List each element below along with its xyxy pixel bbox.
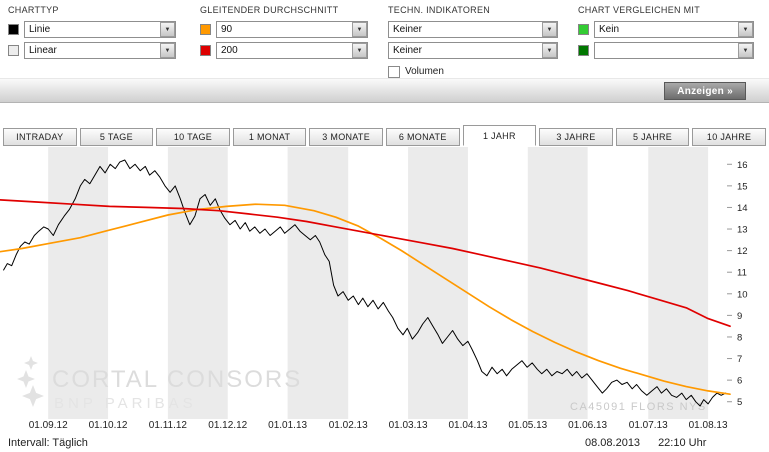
y-axis-label: 5 bbox=[737, 397, 742, 408]
price-chart: CORTAL CONSORS BNP PARIBAS CA45091 FLORS N… bbox=[0, 147, 769, 419]
x-axis-label: 01.01.13 bbox=[268, 420, 308, 431]
indicator-2-value: Keiner bbox=[393, 45, 422, 56]
tab-3-jahre[interactable]: 3 JAHRE bbox=[539, 128, 613, 146]
volumen-checkbox[interactable] bbox=[388, 65, 400, 78]
ma200-color-swatch bbox=[200, 45, 211, 56]
y-axis-label: 15 bbox=[737, 181, 748, 192]
period-tabs: INTRADAY 5 TAGE 10 TAGE 1 MONAT 3 MONATE 6 MO… bbox=[0, 125, 769, 146]
tab-intraday[interactable]: INTRADAY bbox=[3, 128, 77, 146]
price-line bbox=[3, 159, 727, 407]
y-axis-label: 12 bbox=[737, 246, 748, 257]
x-axis-label: 01.08.13 bbox=[688, 420, 728, 431]
chart-control-panel: CHARTTYP Linie ▼ Linear ▼ GLEITENDER DUR… bbox=[0, 0, 769, 104]
bnp-stars-logo-icon bbox=[17, 370, 35, 388]
moving-average-group: GLEITENDER DURCHSCHNITT 90 ▼ 200 ▼ bbox=[200, 5, 368, 63]
chevron-down-icon: ▼ bbox=[542, 22, 557, 37]
ma90-line bbox=[0, 203, 731, 396]
tab-10-jahre[interactable]: 10 JAHRE bbox=[692, 128, 766, 146]
compare2-color-swatch bbox=[578, 45, 589, 56]
moving-average-label: GLEITENDER DURCHSCHNITT bbox=[200, 5, 339, 15]
y-axis-label: 16 bbox=[737, 160, 748, 171]
tab-5-jahre[interactable]: 5 JAHRE bbox=[615, 128, 690, 146]
chevron-down-icon: ▼ bbox=[352, 43, 367, 58]
tab-10-tage[interactable]: 10 TAGE bbox=[156, 128, 230, 146]
x-axis-label: 01.10.12 bbox=[88, 420, 128, 431]
ma200-value: 200 bbox=[221, 45, 238, 56]
chart-type-value: Linie bbox=[29, 24, 51, 35]
tab-3-monate[interactable]: 3 MONATE bbox=[309, 128, 383, 146]
month-band bbox=[287, 147, 349, 419]
tab-5-tage[interactable]: 5 TAGE bbox=[79, 128, 154, 146]
y-axis-label: 11 bbox=[737, 268, 747, 279]
x-axis-label: 01.09.12 bbox=[28, 420, 68, 431]
time-label: 22:10 Uhr bbox=[658, 437, 707, 449]
y-axis-label: 13 bbox=[737, 225, 748, 236]
compare-select-2[interactable]: ▼ bbox=[594, 42, 754, 59]
x-axis-label: 01.07.13 bbox=[628, 420, 668, 431]
x-axis-label: 01.12.12 bbox=[208, 420, 248, 431]
compare-group: CHART VERGLEICHEN MIT Kein ▼ ▼ bbox=[578, 5, 754, 63]
price-chart-svg: CORTAL CONSORS BNP PARIBAS CA45091 FLORS N… bbox=[0, 147, 748, 419]
tab-1-monat[interactable]: 1 MONAT bbox=[232, 128, 307, 146]
indicators-group: TECHN. INDIKATOREN Keiner ▼ Keiner ▼ Vol… bbox=[388, 5, 558, 84]
watermark-line2: BNP PARIBAS bbox=[54, 395, 197, 412]
scale-color-swatch bbox=[8, 45, 19, 56]
chevron-down-icon: ▼ bbox=[542, 43, 557, 58]
y-axis-label: 7 bbox=[737, 354, 742, 365]
interval-label: Intervall: Täglich bbox=[8, 437, 88, 449]
x-axis-label: 01.03.13 bbox=[388, 420, 428, 431]
indicator-select-2[interactable]: Keiner ▼ bbox=[388, 42, 558, 59]
bnp-stars-logo-icon bbox=[24, 356, 38, 370]
y-axis-label: 10 bbox=[737, 289, 748, 300]
chevron-down-icon: ▼ bbox=[160, 43, 175, 58]
chart-type-group: CHARTTYP Linie ▼ Linear ▼ bbox=[8, 5, 176, 63]
month-band bbox=[408, 147, 468, 419]
scale-value: Linear bbox=[29, 45, 57, 56]
chevron-down-icon: ▼ bbox=[738, 43, 753, 58]
indicator-select-1[interactable]: Keiner ▼ bbox=[388, 21, 558, 38]
chevron-down-icon: ▼ bbox=[738, 22, 753, 37]
chart-footer: Intervall: Täglich 08.08.2013 22:10 Uhr bbox=[0, 436, 769, 452]
anzeigen-button[interactable]: Anzeigen » bbox=[664, 82, 746, 100]
compare-label: CHART VERGLEICHEN MIT bbox=[578, 5, 700, 15]
x-axis-label: 01.04.13 bbox=[448, 420, 488, 431]
chevron-down-icon: ▼ bbox=[352, 22, 367, 37]
line-color-swatch bbox=[8, 24, 19, 35]
y-axis-label: 6 bbox=[737, 376, 742, 387]
x-axis-labels: 01.09.12 01.10.12 01.11.12 01.12.12 01.01.13… bbox=[0, 420, 769, 434]
ma90-value: 90 bbox=[221, 24, 233, 35]
y-axis-label: 8 bbox=[737, 332, 742, 343]
month-band bbox=[648, 147, 709, 419]
watermark-line1: CORTAL CONSORS bbox=[52, 366, 302, 393]
chevron-down-icon: ▼ bbox=[160, 22, 175, 37]
date-label: 08.08.2013 bbox=[585, 437, 641, 449]
x-axis-label: 01.05.13 bbox=[508, 420, 548, 431]
compare1-color-swatch bbox=[578, 24, 589, 35]
x-axis-label: 01.02.13 bbox=[328, 420, 368, 431]
chart-type-select[interactable]: Linie ▼ bbox=[24, 21, 176, 38]
indicator-1-value: Keiner bbox=[393, 24, 422, 35]
ma200-line bbox=[0, 199, 731, 328]
bnp-stars-logo-icon bbox=[22, 385, 44, 407]
y-axis-label: 9 bbox=[737, 311, 742, 322]
indicators-label: TECHN. INDIKATOREN bbox=[388, 5, 491, 15]
ma200-select[interactable]: 200 ▼ bbox=[216, 42, 368, 59]
month-band bbox=[527, 147, 588, 419]
ma90-color-swatch bbox=[200, 24, 211, 35]
x-axis-label: 01.11.12 bbox=[148, 420, 187, 431]
tab-6-monate[interactable]: 6 MONATE bbox=[385, 128, 460, 146]
ma90-select[interactable]: 90 ▼ bbox=[216, 21, 368, 38]
compare-1-value: Kein bbox=[599, 24, 620, 35]
chart-type-label: CHARTTYP bbox=[8, 5, 59, 15]
ticker-label: CA45091 FLORS NYS bbox=[570, 401, 707, 413]
scale-select[interactable]: Linear ▼ bbox=[24, 42, 176, 59]
submit-strip: Anzeigen » bbox=[0, 78, 769, 103]
compare-select-1[interactable]: Kein ▼ bbox=[594, 21, 754, 38]
tab-1-jahr[interactable]: 1 JAHR bbox=[462, 125, 537, 146]
y-axis-label: 14 bbox=[737, 203, 748, 214]
x-axis-label: 01.06.13 bbox=[568, 420, 608, 431]
volumen-checkbox-label: Volumen bbox=[405, 66, 444, 77]
